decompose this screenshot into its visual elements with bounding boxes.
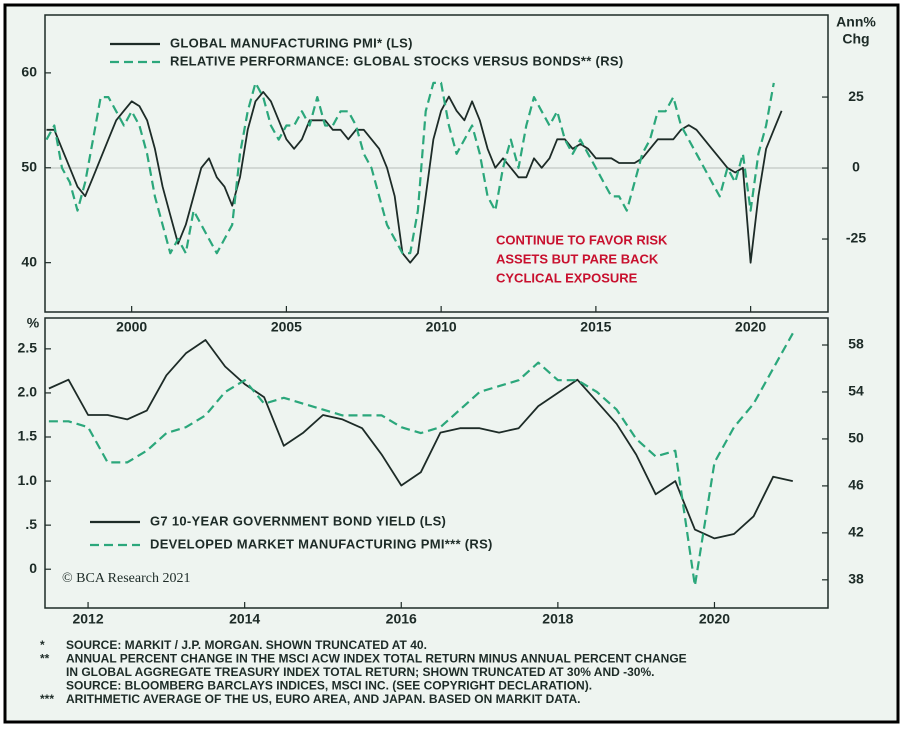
footnote-text: ANNUAL PERCENT CHANGE IN THE MSCI ACW IN… <box>66 652 687 666</box>
y-tick-label: 50 <box>848 430 864 446</box>
footnote-text: SOURCE: MARKIT / J.P. MORGAN. SHOWN TRUN… <box>66 638 427 652</box>
y-tick-label: 2.0 <box>18 384 38 400</box>
y-tick-label: 2.5 <box>18 340 38 356</box>
footnote-marker: ** <box>40 652 50 666</box>
x-tick-label: 2018 <box>542 611 573 627</box>
series-line <box>46 91 783 264</box>
credit: © BCA Research 2021 <box>62 571 190 586</box>
annotation: ASSETS BUT PARE BACK <box>496 251 659 266</box>
legend-label: GLOBAL MANUFACTURING PMI* (LS) <box>170 35 413 50</box>
y-tick-label: 50 <box>21 158 37 174</box>
x-tick-label: 2020 <box>699 611 730 627</box>
footnote-text: IN GLOBAL AGGREGATE TREASURY INDEX TOTAL… <box>66 665 654 679</box>
x-tick-label: 2000 <box>116 319 147 335</box>
y-tick-label: 1.0 <box>18 472 38 488</box>
y-tick-label: 38 <box>848 571 864 587</box>
y2-axis-label: Chg <box>842 31 869 47</box>
y2-axis-label: Ann% <box>836 14 876 30</box>
x-tick-label: 2015 <box>580 319 611 335</box>
y-tick-label: 0 <box>29 560 37 576</box>
series-line <box>48 332 794 587</box>
y-tick-label: 42 <box>848 524 864 540</box>
y-tick-label: 58 <box>848 336 864 352</box>
series-line <box>48 339 793 540</box>
footnote-text: SOURCE: BLOOMBERG BARCLAYS INDICES, MSCI… <box>66 679 592 693</box>
y-tick-label: 46 <box>848 477 864 493</box>
legend-label: DEVELOPED MARKET MANUFACTURING PMI*** (R… <box>150 536 493 551</box>
x-tick-label: 2012 <box>72 611 103 627</box>
y-tick-label: 60 <box>21 64 37 80</box>
y-axis-label: % <box>27 315 40 331</box>
y-tick-label: 1.5 <box>18 428 38 444</box>
series-line <box>45 81 775 255</box>
plot-area <box>44 14 829 313</box>
x-tick-label: 2005 <box>271 319 302 335</box>
footnote-marker: * <box>40 638 45 652</box>
annotation: CYCLICAL EXPOSURE <box>496 270 638 285</box>
y-tick-label: 0 <box>852 159 860 175</box>
y-tick-label: 25 <box>848 88 864 104</box>
footnote-text: ARITHMETIC AVERAGE OF THE US, EURO AREA,… <box>66 692 580 706</box>
y-tick-label: .5 <box>25 516 37 532</box>
y-tick-label: -25 <box>846 230 866 246</box>
annotation: CONTINUE TO FAVOR RISK <box>496 232 668 247</box>
legend-label: G7 10-YEAR GOVERNMENT BOND YIELD (LS) <box>150 513 446 528</box>
plot-area <box>44 317 829 609</box>
y-tick-label: 40 <box>21 253 37 269</box>
x-tick-label: 2014 <box>229 611 260 627</box>
frame <box>3 3 900 724</box>
x-tick-label: 2016 <box>386 611 417 627</box>
y-tick-label: 54 <box>848 383 864 399</box>
x-tick-label: 2020 <box>735 319 766 335</box>
x-tick-label: 2010 <box>426 319 457 335</box>
legend-label: RELATIVE PERFORMANCE: GLOBAL STOCKS VERS… <box>170 53 623 68</box>
footnote-marker: *** <box>40 692 54 706</box>
